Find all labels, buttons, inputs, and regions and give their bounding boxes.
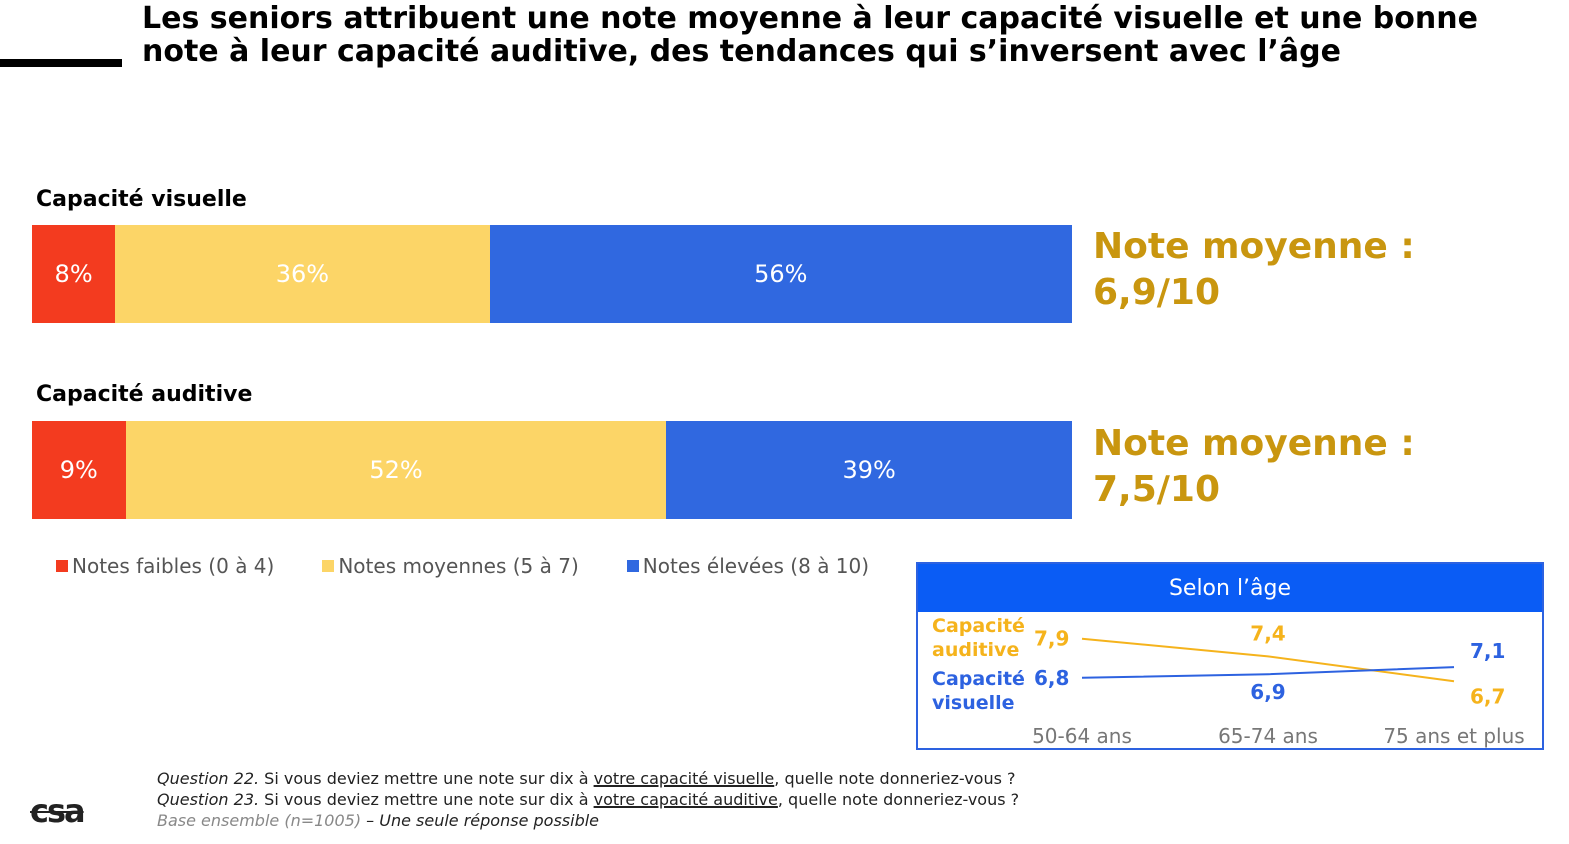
line-auditive — [1081, 637, 1455, 683]
bar-segment-low: 8% — [32, 225, 116, 323]
x-tick-label: 65-74 ans — [1218, 724, 1318, 748]
series-name-visuelle: visuelle — [932, 692, 1015, 714]
point-value-label: 6,9 — [1250, 680, 1285, 704]
line-visuelle — [1081, 666, 1455, 679]
average-auditive: Note moyenne : 7,5/10 — [1093, 421, 1415, 513]
series-name-visuelle: Capacité — [932, 668, 1025, 690]
footnote-q22: Question 22. Si vous deviez mettre une n… — [157, 769, 1016, 788]
series-name-auditive: auditive — [932, 639, 1019, 661]
bar-value-label: 52% — [369, 456, 423, 484]
legend-item-high: Notes élevées (8 à 10) — [626, 554, 870, 578]
legend-label-mid: Notes moyennes (5 à 7) — [338, 554, 579, 578]
point-value-label: 7,1 — [1470, 639, 1505, 663]
average-label: Note moyenne : — [1093, 423, 1415, 464]
footnotes: Question 22. Si vous deviez mettre une n… — [157, 768, 1019, 831]
bar-segment-high: 56% — [489, 225, 1072, 323]
point-value-label: 6,7 — [1470, 684, 1505, 708]
legend-label-low: Notes faibles (0 à 4) — [72, 554, 275, 578]
csa-logo: csa — [30, 792, 86, 830]
bar-segment-mid: 36% — [115, 225, 490, 323]
title-rule — [0, 59, 122, 67]
bar-segment-low: 9% — [32, 421, 126, 519]
bar-value-label: 39% — [842, 456, 896, 484]
bar-value-label: 9% — [59, 456, 98, 484]
legend-swatch-low — [56, 560, 68, 572]
legend-item-mid: Notes moyennes (5 à 7) — [322, 554, 579, 578]
footnote-base: Base ensemble (n=1005) – Une seule répon… — [157, 811, 600, 830]
legend-swatch-mid — [322, 560, 335, 572]
legend-item-low: Notes faibles (0 à 4) — [56, 554, 274, 578]
average-value: 6,9/10 — [1093, 272, 1221, 313]
age-inset-panel: Selon l’âge Capacité auditive 7,9 7,4 6,7 Cap… — [916, 562, 1544, 750]
bar-label-visuelle: Capacité visuelle — [36, 187, 247, 212]
x-tick-label: 75 ans et plus — [1383, 724, 1524, 748]
bar-value-label: 36% — [275, 260, 330, 288]
footnote-q23: Question 23. Si vous deviez mettre une n… — [157, 790, 1020, 809]
x-tick-label: 50-64 ans — [1032, 724, 1132, 748]
legend: Notes faibles (0 à 4) Notes moyennes (5 … — [56, 554, 917, 578]
bar-segment-mid: 52% — [125, 421, 667, 519]
point-value-label: 7,9 — [1034, 627, 1069, 651]
series-name-auditive: Capacité — [932, 615, 1025, 637]
point-value-label: 7,4 — [1250, 621, 1285, 645]
bar-segment-high: 39% — [666, 421, 1072, 519]
average-label: Note moyenne : — [1093, 226, 1415, 267]
stacked-bar-visuelle: 8% 36% 56% — [32, 225, 1072, 323]
bar-label-auditive: Capacité auditive — [36, 382, 253, 407]
point-value-label: 6,8 — [1034, 666, 1069, 690]
inset-title: Selon l’âge — [918, 564, 1542, 612]
stacked-bar-auditive: 9% 52% 39% — [32, 421, 1072, 519]
bar-value-label: 8% — [54, 260, 93, 288]
bar-value-label: 56% — [754, 260, 808, 288]
page-title: Les seniors attribuent une note moyenne … — [142, 1, 1478, 69]
average-visuelle: Note moyenne : 6,9/10 — [1093, 224, 1415, 316]
average-value: 7,5/10 — [1093, 469, 1221, 510]
legend-label-high: Notes élevées (8 à 10) — [642, 554, 870, 578]
legend-swatch-high — [626, 560, 639, 572]
